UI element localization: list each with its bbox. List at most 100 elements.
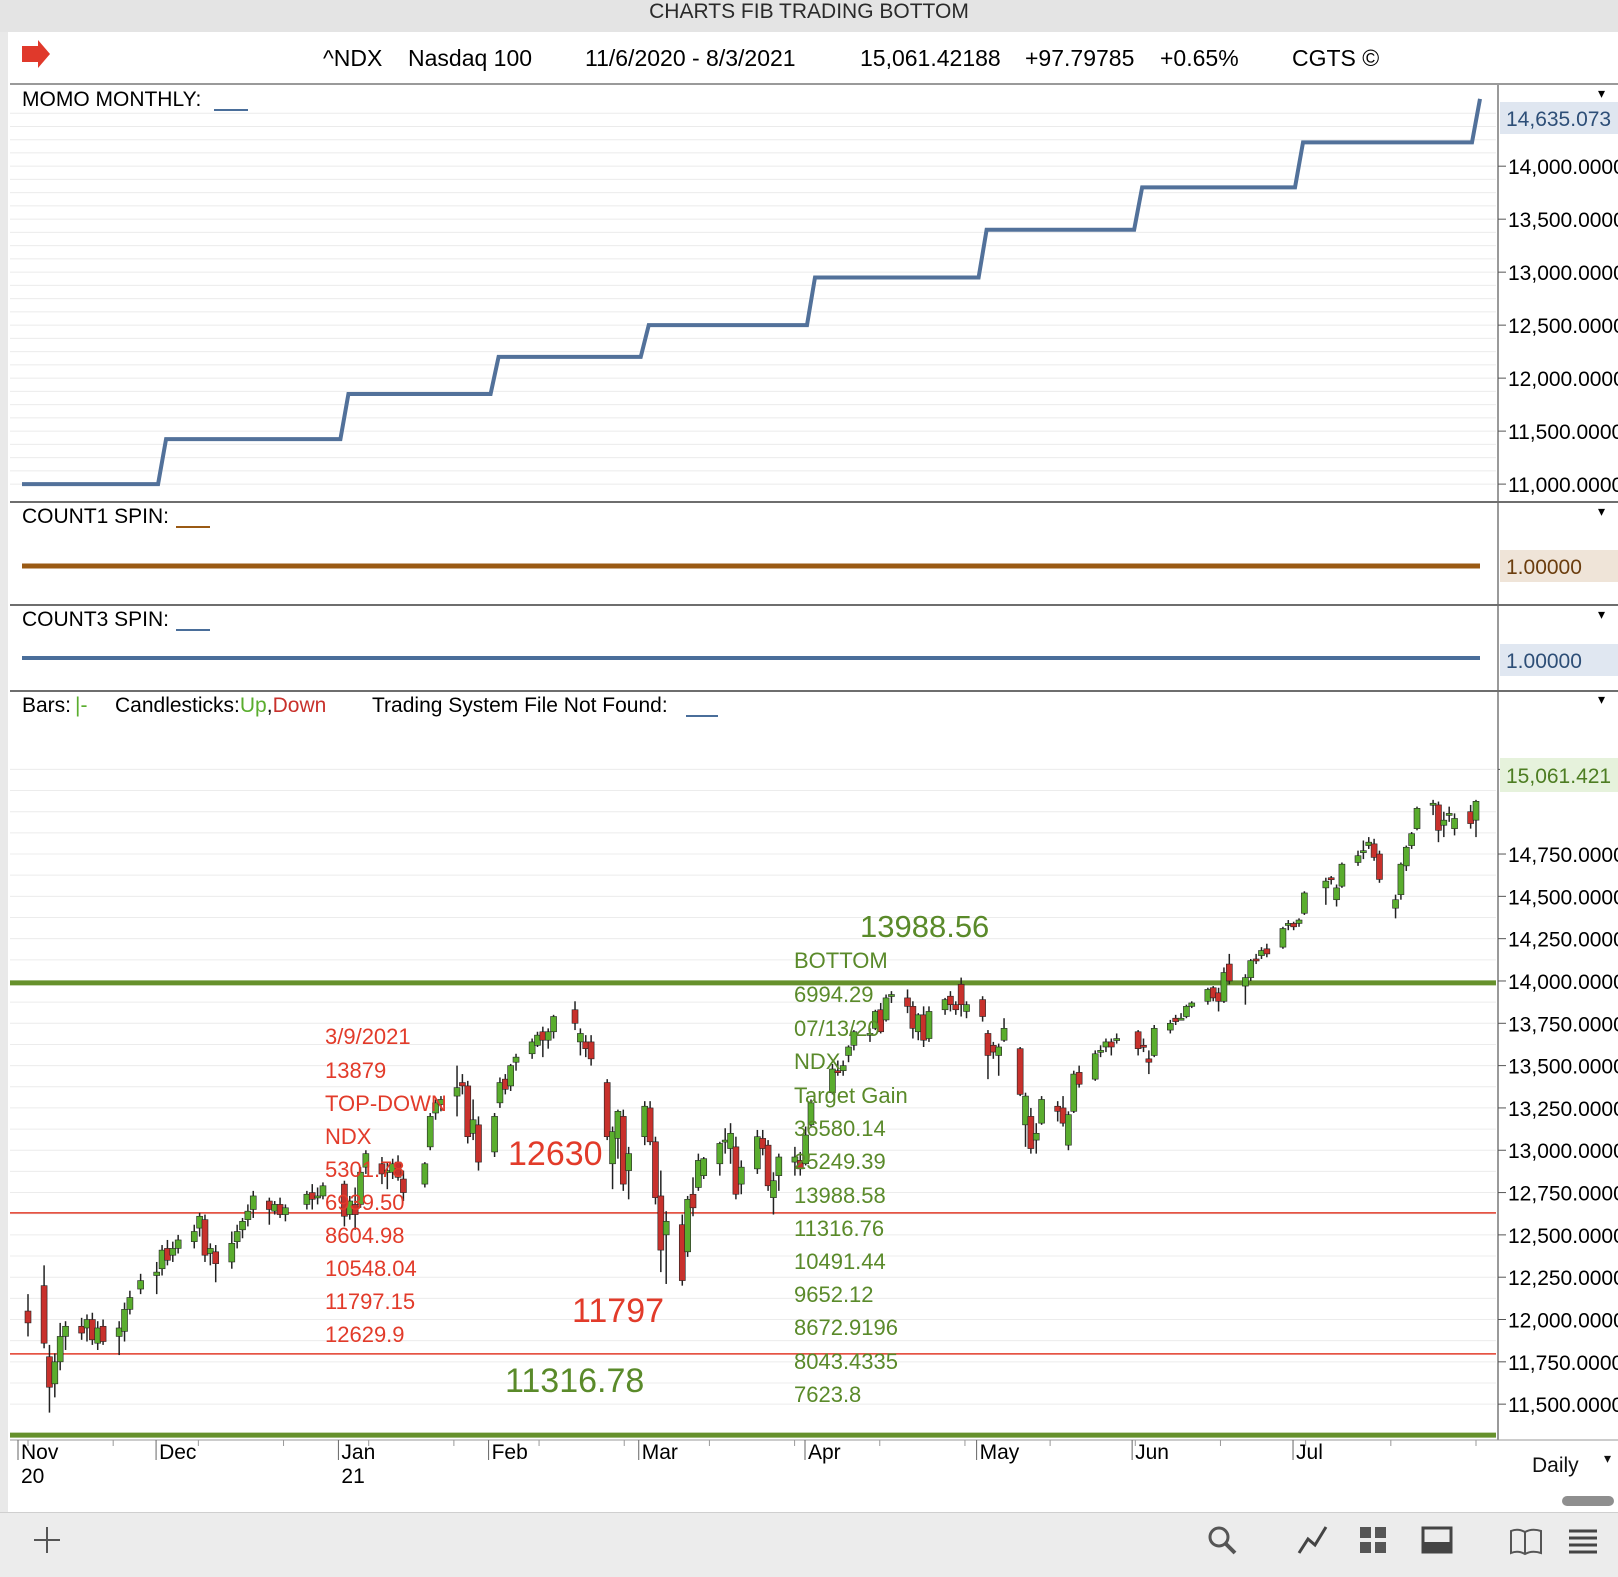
price-change: +97.79785 — [1025, 45, 1134, 71]
candle-up — [1279, 926, 1287, 949]
price-tick-label: 12,250.0000 — [1508, 1267, 1618, 1290]
candle-up — [62, 1321, 69, 1350]
candle-up — [1472, 799, 1480, 838]
count1-panel-label: COUNT1 SPIN: — [22, 505, 169, 528]
arrow-right-icon[interactable] — [22, 40, 50, 68]
green-annotation-line: 36580.14 — [794, 1116, 886, 1141]
period-selector[interactable]: Daily ▾ — [1508, 1448, 1618, 1506]
candle-up — [496, 1077, 504, 1108]
red-annotation-line: 13879 — [325, 1058, 386, 1083]
window-title: CHARTS FIB TRADING BOTTOM — [0, 0, 1618, 33]
price-tick-label: 11,750.0000 — [1508, 1352, 1618, 1375]
candle-up — [850, 1030, 858, 1051]
candle-up — [1220, 967, 1228, 1003]
price-tick-label: 13,000.0000 — [1508, 1140, 1618, 1163]
candle-down — [877, 1002, 885, 1034]
period-label: Daily — [1532, 1454, 1579, 1477]
add-icon[interactable] — [30, 1523, 64, 1557]
candle-down — [904, 989, 911, 1014]
candle-up — [882, 994, 890, 1022]
candle-down — [1290, 921, 1297, 931]
candle-up — [1445, 806, 1453, 822]
menu-icon[interactable] — [1566, 1523, 1600, 1557]
candle-up — [754, 1129, 761, 1174]
price-tick-label: 12,500.0000 — [1508, 1225, 1618, 1248]
candle-up — [437, 1096, 445, 1112]
candle-up — [190, 1224, 198, 1249]
candle-down — [834, 1060, 842, 1076]
candle-down — [1327, 876, 1335, 885]
candle-down — [619, 1109, 627, 1191]
candlesticks-label: Candlesticks: — [115, 694, 240, 717]
momo-tick-label: 12,000.0000 — [1508, 368, 1618, 391]
candle-up — [1091, 1050, 1099, 1081]
draw-line-icon[interactable] — [1296, 1523, 1330, 1557]
red-annotation-line: 12629.9 — [325, 1322, 405, 1347]
candle-down — [459, 1074, 466, 1095]
momo-step-line — [22, 98, 1482, 487]
green-annotation-line: 11316.76 — [794, 1216, 884, 1241]
candle-down — [201, 1214, 209, 1262]
candle-down — [1108, 1038, 1115, 1056]
candle-up — [362, 1150, 370, 1174]
candle-down — [947, 991, 954, 1012]
count1-menu-chevron-icon[interactable]: ▾ — [1598, 503, 1605, 519]
candle-up — [802, 1126, 809, 1166]
candle-up — [770, 1172, 777, 1215]
candle-up — [1097, 1045, 1104, 1058]
green-annotation-line: 8672.9196 — [794, 1315, 898, 1340]
month-label: Mar — [642, 1441, 678, 1464]
candle-up — [609, 1126, 616, 1190]
candle-down — [689, 1177, 697, 1217]
book-icon[interactable] — [1508, 1523, 1544, 1557]
svg-text:Candlesticks:Up,Down: Candlesticks:Up,Down — [115, 694, 326, 717]
candle-up — [207, 1243, 214, 1266]
level-value-label: 12630 — [508, 1135, 603, 1173]
month-label: Jun — [1135, 1441, 1169, 1464]
candle-up — [426, 1113, 434, 1151]
candle-up — [1295, 918, 1303, 927]
price-tick-label: 12,750.0000 — [1508, 1183, 1618, 1206]
candle-up — [233, 1224, 241, 1249]
candle-up — [249, 1190, 257, 1218]
candle-up — [995, 1043, 1002, 1076]
green-annotation-line: 07/13/20 — [794, 1016, 880, 1041]
period-slider-handle[interactable] — [1562, 1496, 1614, 1506]
symbol-label: ^NDX — [323, 45, 382, 71]
count3-menu-chevron-icon[interactable]: ▾ — [1598, 606, 1605, 622]
grid-layout-icon[interactable] — [1356, 1523, 1390, 1557]
candle-up — [1354, 850, 1362, 866]
candle-up — [51, 1353, 59, 1398]
candle-down — [400, 1170, 407, 1202]
search-icon[interactable] — [1205, 1523, 1239, 1557]
green-annotation-line: 10491.44 — [794, 1249, 886, 1274]
candle-up — [1000, 1018, 1008, 1042]
chart-canvas[interactable]: ^NDX Nasdaq 100 11/6/2020 - 8/3/2021 15,… — [0, 32, 1618, 1512]
candle-down — [979, 996, 986, 1022]
candle-up — [1451, 813, 1458, 836]
candle-up — [1022, 1092, 1029, 1147]
period-chevron-icon: ▾ — [1604, 1450, 1612, 1466]
momo-menu-chevron-icon[interactable]: ▾ — [1598, 85, 1605, 101]
candle-up — [244, 1204, 252, 1227]
legend-up: Up — [240, 694, 267, 717]
candlesticks — [24, 799, 1480, 1413]
green-annotation-line: BOTTOM — [794, 948, 888, 973]
candle-up — [1247, 958, 1255, 981]
candle-down — [99, 1319, 107, 1345]
candle-up — [1038, 1096, 1045, 1125]
candle-up — [1392, 894, 1399, 919]
price-legend: Bars: |- Candlesticks:Up,Down Trading Sys… — [22, 694, 718, 717]
candle-down — [957, 977, 965, 1017]
candle-up — [507, 1063, 514, 1091]
candle-up — [314, 1187, 321, 1205]
momo-value: 14,635.073 — [1506, 108, 1611, 131]
month-label: Jan — [341, 1441, 375, 1464]
svg-text:Bars:|-: Bars: |- — [22, 694, 87, 717]
symbol-header: ^NDX Nasdaq 100 11/6/2020 - 8/3/2021 15,… — [22, 40, 1379, 71]
panel-layout-icon[interactable] — [1420, 1523, 1454, 1557]
price-tick-label: 12,000.0000 — [1508, 1310, 1618, 1333]
candle-down — [394, 1155, 402, 1181]
candle-down — [1252, 953, 1260, 965]
price-menu-chevron-icon[interactable]: ▾ — [1598, 691, 1605, 707]
